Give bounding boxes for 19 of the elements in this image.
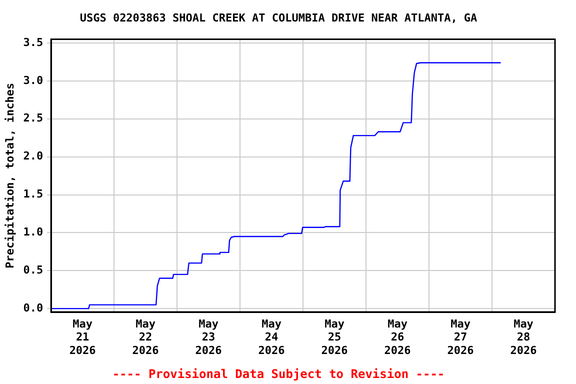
x-tick-label: May 28 2026 xyxy=(510,317,538,357)
x-tick-label: May 25 2026 xyxy=(321,317,348,357)
chart-title: USGS 02203863 SHOAL CREEK AT COLUMBIA DRIVE NEAR ATLANTA, GA xyxy=(80,11,478,24)
y-tick-label: 0.0 xyxy=(23,301,44,314)
x-tick-label: May 24 2026 xyxy=(258,317,286,357)
x-tick-label: May 27 2026 xyxy=(447,317,474,357)
y-tick-label: 1.0 xyxy=(23,226,44,239)
x-tick-label: May 26 2026 xyxy=(384,317,412,357)
x-tick-label: May 23 2026 xyxy=(195,317,222,357)
y-tick-label: 0.5 xyxy=(23,264,44,277)
y-tick-label: 3.0 xyxy=(23,74,44,87)
x-tick-label: May 21 2026 xyxy=(69,317,96,357)
y-tick-label: 3.5 xyxy=(23,36,44,49)
y-tick-label: 2.0 xyxy=(23,150,44,163)
x-tick-label: May 22 2026 xyxy=(132,317,160,357)
y-tick-label: 2.5 xyxy=(23,112,44,125)
y-tick-label: 1.5 xyxy=(23,188,44,201)
y-axis-title: Precipitation, total, inches xyxy=(3,82,16,268)
text: ---- Provisional Data Subject to Revision ---- xyxy=(112,366,445,381)
